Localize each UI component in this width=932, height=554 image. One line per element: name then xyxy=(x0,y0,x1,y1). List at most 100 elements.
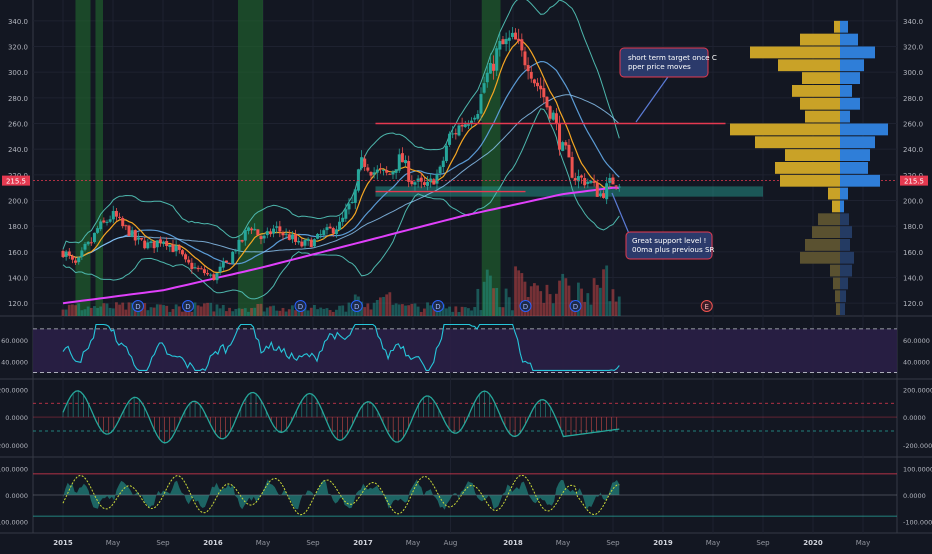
volume-bar xyxy=(539,291,543,316)
candle-body xyxy=(92,232,96,243)
volume-bar xyxy=(93,306,96,316)
volume-bar xyxy=(580,288,583,316)
earnings-marker-circle xyxy=(700,300,713,312)
volume-bar xyxy=(388,292,392,316)
volume-profile-down xyxy=(836,303,840,315)
candle-body xyxy=(77,257,81,263)
support-band xyxy=(375,186,763,197)
candle-body xyxy=(319,234,323,236)
highlight-zone xyxy=(75,0,91,316)
rsi-tick-left: 60.0000 xyxy=(1,337,28,345)
volume-bar xyxy=(243,308,247,316)
candle-body xyxy=(586,181,590,184)
time-tick: Sep xyxy=(306,539,320,547)
candle-body xyxy=(520,39,524,51)
price-tick-right: 120.0 xyxy=(903,300,923,308)
momentum-tick-right: 100.0000 xyxy=(903,466,932,474)
candle-body xyxy=(234,250,238,252)
volume-profile-up xyxy=(840,277,848,290)
time-tick: May xyxy=(856,539,870,547)
candle-body xyxy=(322,230,326,235)
time-tick: May xyxy=(106,539,120,547)
highlight-zone xyxy=(95,0,103,316)
volume-bar xyxy=(460,306,464,316)
candle-body xyxy=(385,169,389,173)
callout-box xyxy=(619,47,709,78)
candle-body xyxy=(187,259,191,263)
candle-body xyxy=(517,38,521,41)
candle-body xyxy=(218,266,222,273)
volume-profile-up xyxy=(840,72,860,84)
volume-bar xyxy=(152,307,156,316)
volume-bar xyxy=(457,311,461,316)
volume-profile-up xyxy=(840,20,848,33)
rsi-tick-right: 40.0000 xyxy=(903,359,930,367)
volume-bar xyxy=(234,308,238,316)
volume-profile-down xyxy=(805,110,840,123)
volume-bar xyxy=(237,308,241,316)
callout-support-note: Great support level ! 00ma plus previous… xyxy=(611,192,715,260)
candle-body xyxy=(432,179,436,185)
price-tick-left: 260.0 xyxy=(8,121,28,129)
candle-body xyxy=(196,267,200,270)
time-tick: May xyxy=(706,539,720,547)
volume-bar xyxy=(159,304,162,316)
volume-bar xyxy=(209,302,213,316)
candle-body xyxy=(605,183,609,200)
candle-body xyxy=(602,193,606,198)
candle-body xyxy=(312,239,316,247)
volume-bar xyxy=(567,285,571,316)
price-tick-right: 260.0 xyxy=(903,121,923,129)
candle-body xyxy=(149,241,153,243)
candle-body xyxy=(400,153,404,163)
momentum-tick-left: 100.0000 xyxy=(0,466,28,474)
volume-bar xyxy=(548,294,552,316)
volume-bar xyxy=(215,304,219,316)
volume-profile-up xyxy=(840,59,864,72)
candle-body xyxy=(435,173,439,184)
volume-bar xyxy=(335,309,338,316)
candle-body xyxy=(215,272,219,281)
candle-body xyxy=(297,240,301,243)
candle-body xyxy=(347,203,351,210)
candle-body xyxy=(451,133,455,135)
candle-body xyxy=(542,88,546,98)
candle-body xyxy=(614,185,618,187)
volume-bar xyxy=(121,302,125,316)
candle-body xyxy=(498,41,502,50)
candle-body xyxy=(426,181,430,186)
volume-profile-up xyxy=(840,264,852,277)
candle-body xyxy=(514,32,518,40)
volume-bar xyxy=(272,305,275,316)
volume-bar xyxy=(532,283,536,316)
volume-profile-down xyxy=(780,174,840,187)
price-tick-left: 120.0 xyxy=(8,300,28,308)
volume-bar xyxy=(225,311,228,316)
volume-profile-up xyxy=(840,162,868,174)
candle-body xyxy=(108,219,112,222)
time-tick: 2018 xyxy=(503,539,523,547)
candle-body xyxy=(344,209,348,219)
candle-body xyxy=(243,230,247,241)
volume-bar xyxy=(617,296,621,316)
candle-body xyxy=(589,180,593,183)
volume-bar xyxy=(476,288,480,316)
volume-bar xyxy=(86,306,90,316)
candle-body xyxy=(479,94,483,114)
callout-text: Great support level ! 00ma plus previous… xyxy=(632,236,715,254)
dividend-marker-label: D xyxy=(523,303,528,311)
volume-bar xyxy=(489,275,492,316)
candle-body xyxy=(111,211,115,220)
candle-body xyxy=(564,142,568,146)
callout-pointer xyxy=(611,192,631,237)
volume-bar xyxy=(495,287,499,316)
volume-bar xyxy=(253,307,257,316)
candle-body xyxy=(583,178,587,186)
momentum-tick-right: -100.0000 xyxy=(903,518,932,526)
volume-bar xyxy=(67,304,71,316)
momentum-signal-line xyxy=(62,474,620,516)
candle-body xyxy=(611,177,615,185)
candle-body xyxy=(224,260,228,263)
candle-body xyxy=(350,201,354,203)
